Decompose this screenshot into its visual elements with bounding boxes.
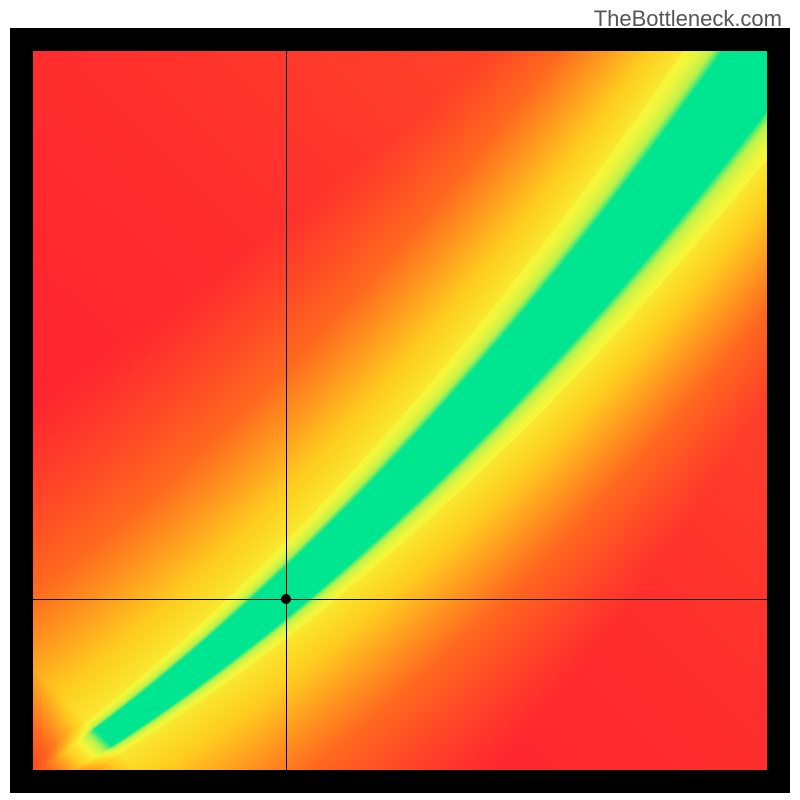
crosshair-marker-dot <box>281 594 291 604</box>
chart-outer-frame <box>10 28 790 793</box>
heatmap-canvas <box>33 51 767 770</box>
crosshair-vertical <box>286 51 287 770</box>
heatmap-plot-area <box>33 51 767 770</box>
watermark-text: TheBottleneck.com <box>594 6 782 32</box>
crosshair-horizontal <box>33 599 767 600</box>
